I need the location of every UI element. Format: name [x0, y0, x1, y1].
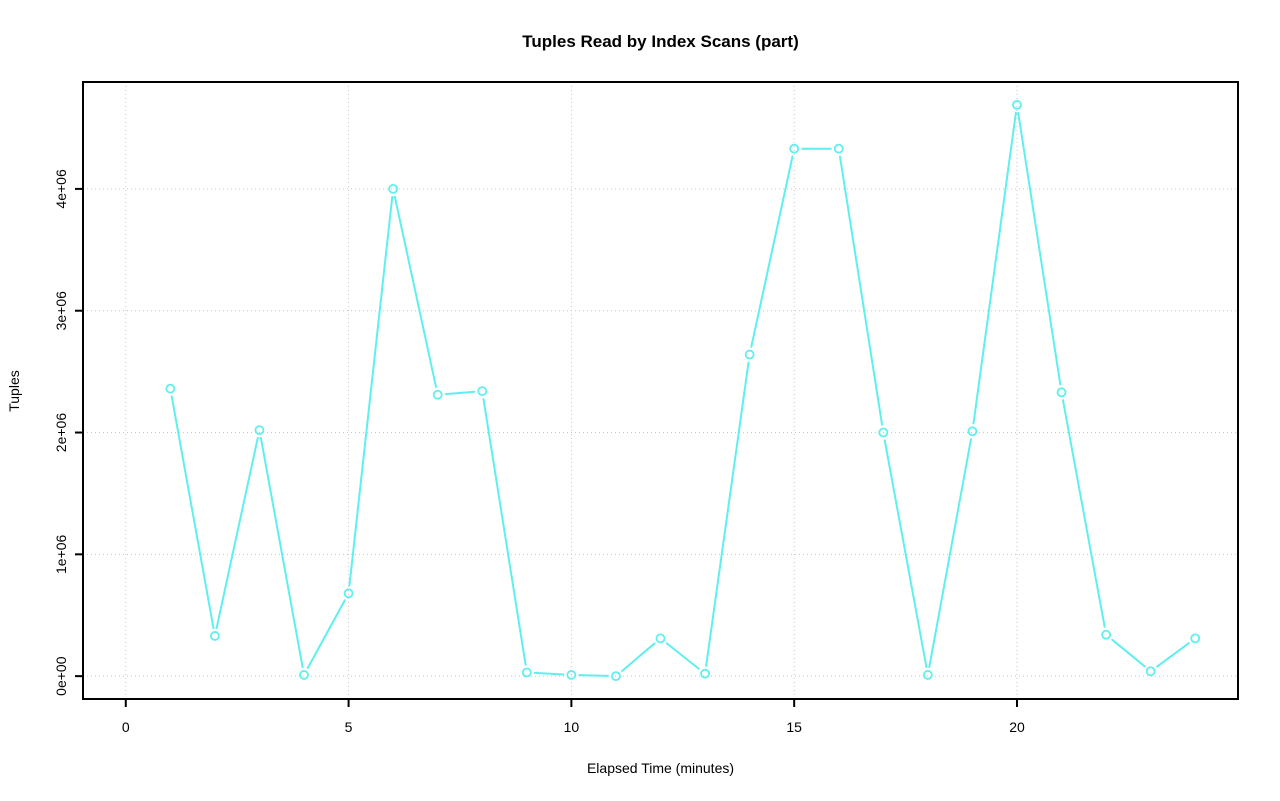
- data-line-segment: [705, 361, 750, 667]
- data-point-marker: [432, 389, 443, 400]
- data-line-segment: [444, 390, 476, 396]
- x-axis-tick-label: 5: [345, 719, 353, 735]
- data-point-marker: [254, 425, 265, 435]
- data-line-segment: [259, 436, 304, 669]
- x-axis-label: Elapsed Time (minutes): [586, 760, 735, 776]
- data-point-marker: [833, 143, 844, 154]
- data-point-marker: [1012, 99, 1022, 110]
- data-point-marker: [299, 670, 309, 680]
- y-axis-tick-label: 4e+06: [53, 169, 69, 209]
- data-point-marker: [521, 667, 532, 678]
- data-point-marker: [878, 427, 889, 438]
- data-line-segment: [306, 599, 346, 669]
- data-line-segment: [348, 195, 394, 587]
- data-point-marker: [1056, 387, 1067, 398]
- data-point-marker: [967, 426, 978, 437]
- data-line-segment: [972, 111, 1017, 425]
- y-axis-tick-label: 3e+06: [53, 291, 69, 331]
- data-line-segment: [1061, 399, 1106, 628]
- data-point-marker: [789, 143, 800, 154]
- data-point-marker: [209, 631, 220, 641]
- data-line-segment: [883, 439, 928, 669]
- data-point-marker: [611, 671, 621, 682]
- data-line-segment: [215, 436, 259, 630]
- x-axis-tick-label: 0: [122, 719, 130, 735]
- x-axis-tick-label: 10: [564, 719, 580, 735]
- data-point-marker: [1145, 666, 1156, 677]
- data-point-marker: [700, 668, 710, 679]
- data-point-marker: [922, 670, 933, 680]
- data-line-segment: [533, 671, 565, 676]
- y-axis-tick-label: 1e+06: [53, 534, 69, 574]
- data-line-segment: [1156, 642, 1190, 668]
- data-line-segment: [750, 155, 794, 348]
- x-axis-tick-label: 15: [786, 719, 802, 735]
- data-line-segment: [665, 642, 700, 670]
- data-line-segment: [621, 642, 656, 672]
- data-line-segment: [1111, 638, 1146, 668]
- data-point-marker: [566, 670, 577, 680]
- data-line-segment: [838, 155, 884, 426]
- data-line-segment: [928, 438, 972, 669]
- y-axis-label: Tuples: [6, 370, 22, 412]
- chart-title: Tuples Read by Index Scans (part): [522, 32, 799, 51]
- data-point-marker: [477, 386, 488, 397]
- data-line-segment: [1017, 111, 1062, 386]
- data-line-segment: [578, 674, 609, 677]
- data-point-marker: [1101, 629, 1112, 640]
- plot-box: [82, 81, 1239, 700]
- data-line-segment: [170, 395, 215, 630]
- x-axis-tick-label: 20: [1009, 719, 1025, 735]
- y-axis-tick-label: 2e+06: [53, 413, 69, 453]
- data-point-marker: [744, 349, 755, 360]
- data-point-marker: [165, 383, 176, 394]
- data-line-segment: [393, 195, 438, 388]
- data-point-marker: [1190, 633, 1201, 644]
- data-point-marker: [343, 588, 354, 599]
- data-point-marker: [388, 184, 399, 194]
- data-line-segment: [482, 398, 527, 666]
- data-point-marker: [655, 633, 666, 644]
- y-axis-tick-label: 0e+00: [53, 656, 69, 696]
